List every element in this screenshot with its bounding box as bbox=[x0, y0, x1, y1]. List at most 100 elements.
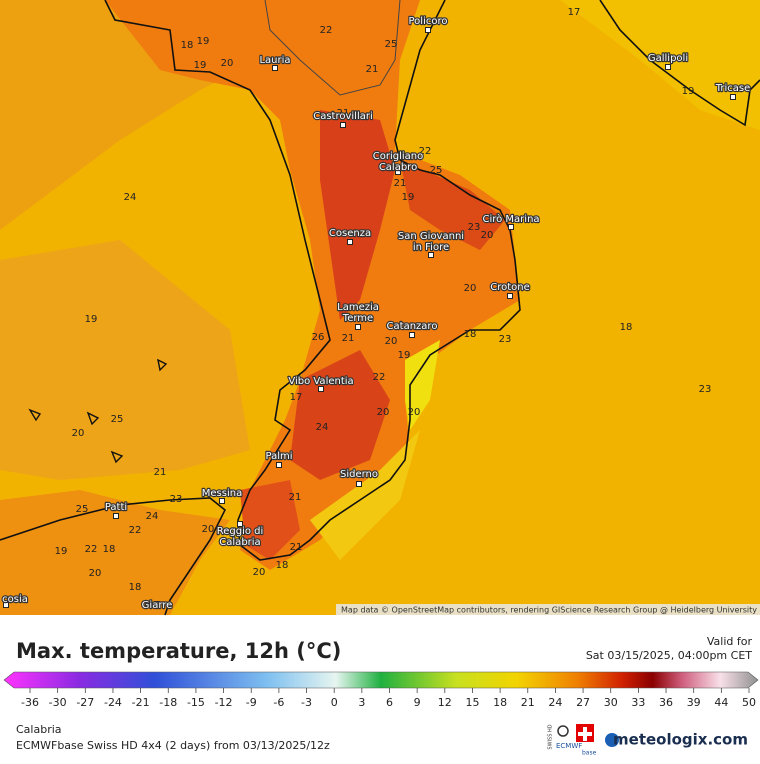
valid-time: Sat 03/15/2025, 04:00pm CET bbox=[586, 649, 752, 662]
temperature-label: 23 bbox=[499, 334, 512, 345]
temperature-label: 26 bbox=[312, 332, 325, 343]
temperature-label: 19 bbox=[682, 86, 695, 97]
city-label: Crotone bbox=[490, 282, 530, 293]
badge-base: base bbox=[582, 750, 597, 757]
temperature-label: 19 bbox=[55, 546, 68, 557]
badge-icon bbox=[557, 725, 569, 737]
temperature-label: 21 bbox=[290, 542, 303, 553]
colorbar-tick-label: 6 bbox=[386, 696, 393, 709]
colorbar-tick-label: 24 bbox=[548, 696, 562, 709]
attribution: Map data © OpenStreetMap contributors, r… bbox=[341, 606, 757, 615]
temperature-label: 20 bbox=[253, 567, 266, 578]
city-dot bbox=[355, 324, 361, 330]
temperature-label: 22 bbox=[129, 525, 142, 536]
city-dot bbox=[276, 462, 282, 468]
city-label: cosia bbox=[2, 594, 28, 605]
temperature-label: 18 bbox=[129, 582, 142, 593]
colorbar-tick-label: 33 bbox=[631, 696, 645, 709]
hot-zone bbox=[320, 110, 395, 320]
colorbar-tick-label: 27 bbox=[576, 696, 590, 709]
city-label: Catanzaro bbox=[387, 321, 438, 332]
footer: Calabria ECMWFbase Swiss HD 4x4 (2 days)… bbox=[16, 723, 748, 757]
temperature-label: 20 bbox=[89, 568, 102, 579]
temperature-label: 18 bbox=[464, 329, 477, 340]
temperature-label: 20 bbox=[221, 58, 234, 69]
temperature-label: 20 bbox=[481, 230, 494, 241]
temperature-label: 20 bbox=[202, 524, 215, 535]
temperature-label: 18 bbox=[181, 40, 194, 51]
city-dot bbox=[237, 521, 243, 527]
city-label: Corigliano bbox=[373, 151, 423, 162]
temperature-label: 21 bbox=[337, 108, 350, 119]
brand: meteologix.com bbox=[613, 731, 748, 749]
hot-zone bbox=[400, 160, 505, 250]
city-dot bbox=[154, 601, 160, 607]
city-label: Castrovillari bbox=[313, 111, 373, 122]
colorbar-tick-label: 50 bbox=[742, 696, 756, 709]
city-dot bbox=[356, 481, 362, 487]
model-info: ECMWFbase Swiss HD 4x4 (2 days) from 03/… bbox=[16, 739, 330, 752]
city-dot bbox=[665, 64, 671, 70]
colorbar-tick-label: -12 bbox=[215, 696, 233, 709]
region: Calabria bbox=[16, 723, 62, 736]
colorbar-tick-label: -30 bbox=[49, 696, 67, 709]
city-label: Tricase bbox=[715, 83, 751, 94]
temperature-label: 25 bbox=[76, 504, 89, 515]
cool-zone bbox=[310, 430, 420, 560]
colorbar-tick-label: 0 bbox=[331, 696, 338, 709]
city-label: Messina bbox=[202, 488, 242, 499]
temperature-label: 23 bbox=[699, 384, 712, 395]
colorbar bbox=[3, 671, 759, 689]
city-dot bbox=[3, 602, 9, 608]
city-label: Terme bbox=[342, 313, 373, 324]
hot-zone bbox=[240, 480, 300, 560]
swiss-cross bbox=[578, 727, 592, 741]
coastline bbox=[104, 0, 521, 561]
temperature-label: 25 bbox=[111, 414, 124, 425]
temperature-label: 19 bbox=[85, 314, 98, 325]
city-label: Lauria bbox=[259, 55, 290, 66]
temperature-label: 17 bbox=[290, 392, 303, 403]
city-dot bbox=[395, 169, 401, 175]
colorbar-tick-label: 9 bbox=[414, 696, 421, 709]
temperature-label: 17 bbox=[568, 7, 581, 18]
temperature-label: 23 bbox=[468, 222, 481, 233]
city-dot bbox=[219, 498, 225, 504]
temperature-label: 25 bbox=[430, 165, 443, 176]
temperature-label: 21 bbox=[394, 178, 407, 189]
hot-zone bbox=[290, 350, 390, 480]
city-label: Calabro bbox=[379, 162, 417, 173]
temperature-label: 19 bbox=[402, 192, 415, 203]
temperature-label: 24 bbox=[124, 192, 137, 203]
colorbar-tick-label: 12 bbox=[438, 696, 452, 709]
colorbar-tick-label: -21 bbox=[132, 696, 150, 709]
legend-title: Max. temperature, 12h (°C) bbox=[16, 639, 341, 663]
temperature-label: 19 bbox=[194, 60, 207, 71]
city-dot bbox=[347, 239, 353, 245]
legend: Max. temperature, 12h (°C) Valid for Sat… bbox=[3, 635, 759, 689]
valid-label: Valid for bbox=[707, 635, 753, 648]
colorbar-tick-label: -3 bbox=[301, 696, 312, 709]
temperature-label: 21 bbox=[342, 333, 355, 344]
colorbar-tick-label: 36 bbox=[659, 696, 673, 709]
city-label: Vibo Valentia bbox=[288, 376, 353, 387]
city-label: Giarre bbox=[142, 600, 173, 611]
cool-zone bbox=[405, 340, 440, 430]
city-label: Calabria bbox=[219, 537, 260, 548]
temperature-label: 24 bbox=[146, 511, 159, 522]
land-zone bbox=[560, 0, 760, 130]
city-dot bbox=[318, 386, 324, 392]
temperature-label: 23 bbox=[170, 494, 183, 505]
temperature-label: 18 bbox=[103, 544, 116, 555]
colorbar-tick-label: -27 bbox=[76, 696, 94, 709]
city-dot bbox=[340, 122, 346, 128]
temperature-label: 20 bbox=[464, 283, 477, 294]
city-label: Gallipoli bbox=[648, 53, 688, 64]
temperature-label: 21 bbox=[366, 64, 379, 75]
colorbar-tick-label: -15 bbox=[187, 696, 205, 709]
city-dot bbox=[272, 65, 278, 71]
temperature-label: 22 bbox=[85, 544, 98, 555]
temperature-label: 20 bbox=[377, 407, 390, 418]
city-label: San Giovanni bbox=[398, 231, 464, 242]
